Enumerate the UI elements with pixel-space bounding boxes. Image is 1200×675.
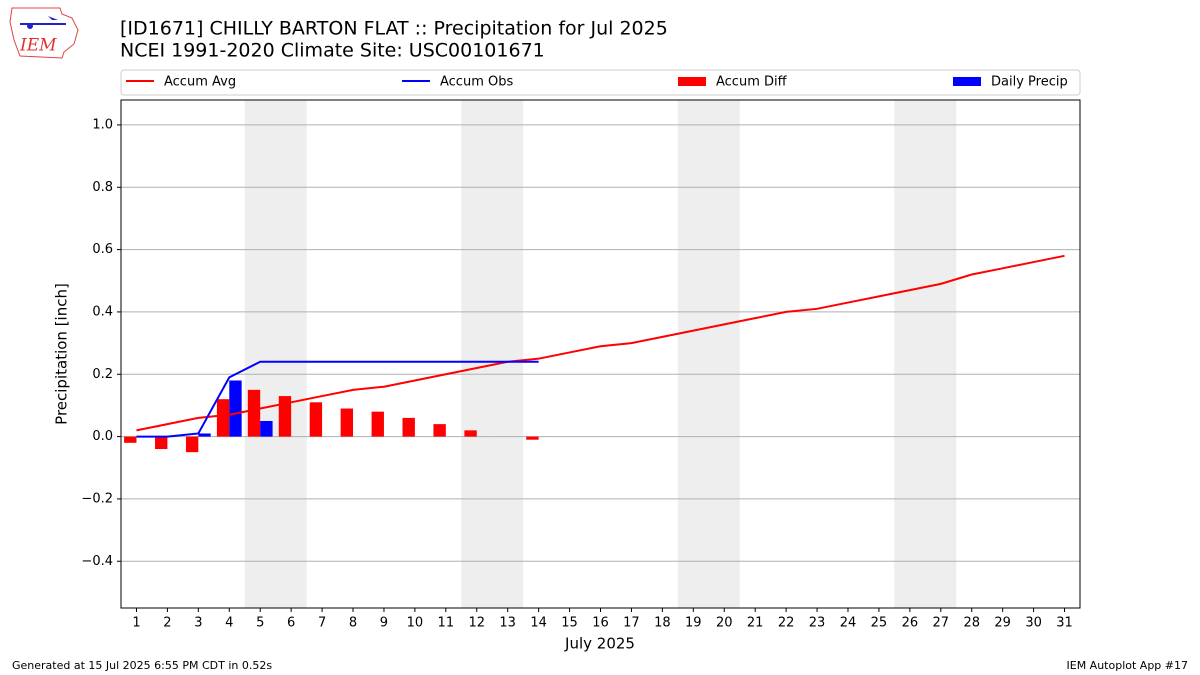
logo-text: IEM bbox=[19, 36, 57, 56]
y-tick-label: 0.8 bbox=[92, 180, 113, 195]
bar bbox=[260, 421, 273, 437]
x-tick-label: 6 bbox=[287, 616, 295, 631]
y-tick-label: −0.4 bbox=[81, 554, 113, 569]
legend-box bbox=[120, 69, 1081, 96]
x-tick-label: 27 bbox=[933, 616, 950, 631]
logo-dot bbox=[27, 23, 33, 29]
x-tick-label: 17 bbox=[623, 616, 640, 631]
line bbox=[136, 254, 1065, 432]
bar bbox=[433, 424, 446, 437]
x-axis-label: July 2025 bbox=[564, 635, 635, 653]
x-tick-label: 31 bbox=[1056, 616, 1073, 631]
bar bbox=[371, 411, 384, 437]
bar bbox=[155, 436, 168, 450]
y-tick-label: 1.0 bbox=[92, 117, 113, 132]
y-tick-label: 0.2 bbox=[92, 367, 113, 382]
y-tick-label: 0.6 bbox=[92, 242, 113, 257]
bar bbox=[309, 402, 323, 437]
x-tick-label: 15 bbox=[561, 616, 578, 631]
x-tick-label: 10 bbox=[407, 616, 424, 631]
x-tick-label: 1 bbox=[132, 616, 140, 631]
y-tick-label: −0.2 bbox=[81, 491, 113, 506]
weekend-shade bbox=[461, 100, 524, 608]
x-tick-label: 30 bbox=[1025, 616, 1042, 631]
x-tick-label: 7 bbox=[318, 616, 326, 631]
x-tick-label: 23 bbox=[809, 616, 826, 631]
logo: IEM bbox=[9, 7, 79, 59]
x-tick-label: 25 bbox=[871, 616, 888, 631]
bar bbox=[278, 396, 292, 437]
legend-label: Daily Precip bbox=[991, 75, 1068, 90]
x-tick-label: 16 bbox=[592, 616, 609, 631]
x-tick-label: 24 bbox=[840, 616, 857, 631]
plot-frame bbox=[120, 99, 1081, 609]
legend-swatch bbox=[953, 77, 981, 86]
logo-shape bbox=[48, 16, 58, 20]
x-tick-label: 18 bbox=[654, 616, 671, 631]
weekend-shade bbox=[677, 100, 740, 608]
x-tick-label: 4 bbox=[225, 616, 233, 631]
bar bbox=[216, 399, 230, 437]
footer-right: IEM Autoplot App #17 bbox=[1067, 659, 1189, 672]
y-axis-label: Precipitation [inch] bbox=[53, 283, 71, 425]
weekend-shade bbox=[244, 100, 307, 608]
bar bbox=[464, 430, 477, 437]
x-tick-label: 28 bbox=[963, 616, 980, 631]
x-tick-label: 2 bbox=[163, 616, 171, 631]
x-tick-label: 3 bbox=[194, 616, 202, 631]
bar bbox=[185, 436, 199, 453]
footer-left: Generated at 15 Jul 2025 6:55 PM CDT in … bbox=[12, 659, 272, 672]
x-tick-label: 11 bbox=[438, 616, 455, 631]
logo-outline bbox=[9, 7, 79, 59]
bar bbox=[340, 408, 354, 437]
x-tick-label: 19 bbox=[685, 616, 702, 631]
x-tick-label: 21 bbox=[747, 616, 764, 631]
x-tick-label: 22 bbox=[778, 616, 795, 631]
bar bbox=[247, 389, 261, 437]
legend-label: Accum Avg bbox=[164, 75, 236, 90]
x-tick-label: 20 bbox=[716, 616, 733, 631]
line bbox=[136, 360, 539, 438]
x-tick-label: 26 bbox=[902, 616, 919, 631]
y-tick-label: 0.4 bbox=[92, 304, 113, 319]
x-tick-label: 9 bbox=[380, 616, 388, 631]
chart-title: [ID1671] CHILLY BARTON FLAT :: Precipita… bbox=[120, 18, 668, 40]
x-tick-label: 12 bbox=[468, 616, 485, 631]
legend-label: Accum Diff bbox=[716, 75, 788, 90]
bar bbox=[124, 436, 137, 443]
x-tick-label: 8 bbox=[349, 616, 357, 631]
x-tick-label: 14 bbox=[530, 616, 547, 631]
bar bbox=[229, 380, 242, 437]
x-tick-label: 5 bbox=[256, 616, 264, 631]
chart-subtitle: NCEI 1991-2020 Climate Site: USC00101671 bbox=[120, 40, 545, 62]
legend-swatch bbox=[678, 77, 706, 86]
bar bbox=[526, 436, 539, 440]
weekend-shade bbox=[894, 100, 957, 608]
bar bbox=[402, 417, 415, 437]
legend-label: Accum Obs bbox=[440, 75, 513, 90]
x-tick-label: 29 bbox=[994, 616, 1011, 631]
bar bbox=[198, 433, 211, 437]
x-tick-label: 13 bbox=[499, 616, 516, 631]
y-tick-label: 0.0 bbox=[92, 429, 113, 444]
